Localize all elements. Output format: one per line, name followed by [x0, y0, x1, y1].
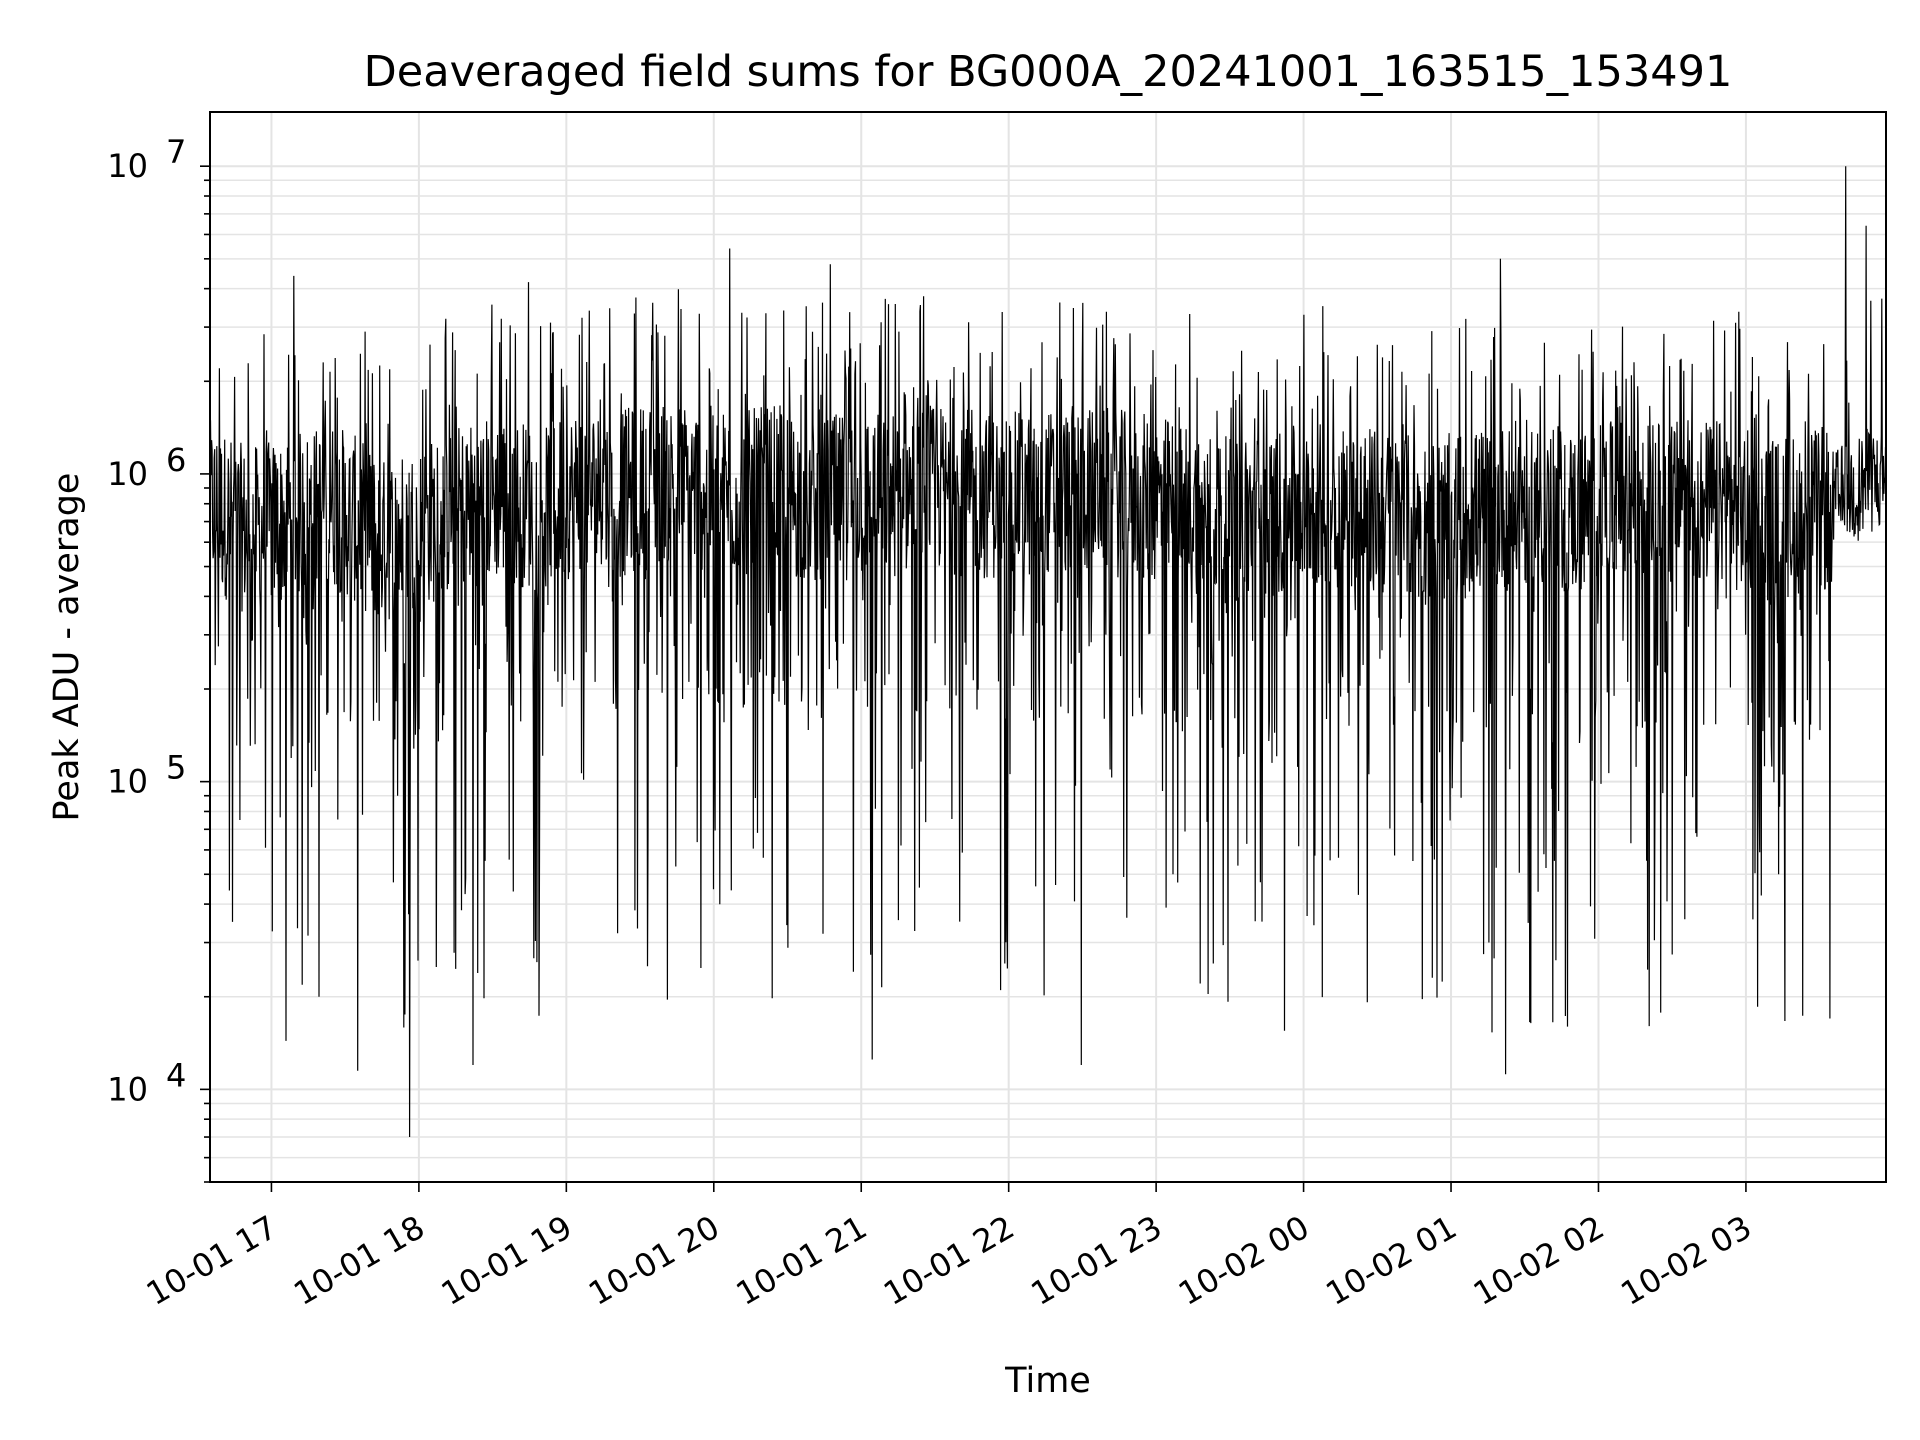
y-tick-label: 10	[107, 1070, 148, 1108]
y-tick-exponent: 4	[166, 1056, 186, 1094]
x-axis-label: Time	[1004, 1361, 1091, 1401]
y-tick-label: 10	[107, 455, 148, 493]
y-axis-label: Peak ADU - average	[47, 473, 87, 822]
series-line	[209, 166, 1887, 1138]
y-axis: 10 4 10 5 10 6 10 7	[107, 133, 210, 1183]
y-tick-exponent: 7	[166, 133, 186, 171]
chart-title: Deaveraged field sums for BG000A_2024100…	[364, 47, 1733, 97]
y-tick-exponent: 5	[166, 749, 186, 787]
y-tick-label: 10	[107, 763, 148, 801]
plot-frame	[209, 111, 1887, 1183]
plot-area	[209, 166, 1887, 1138]
y-tick-label: 10	[107, 147, 148, 185]
y-tick-exponent: 6	[166, 441, 186, 479]
